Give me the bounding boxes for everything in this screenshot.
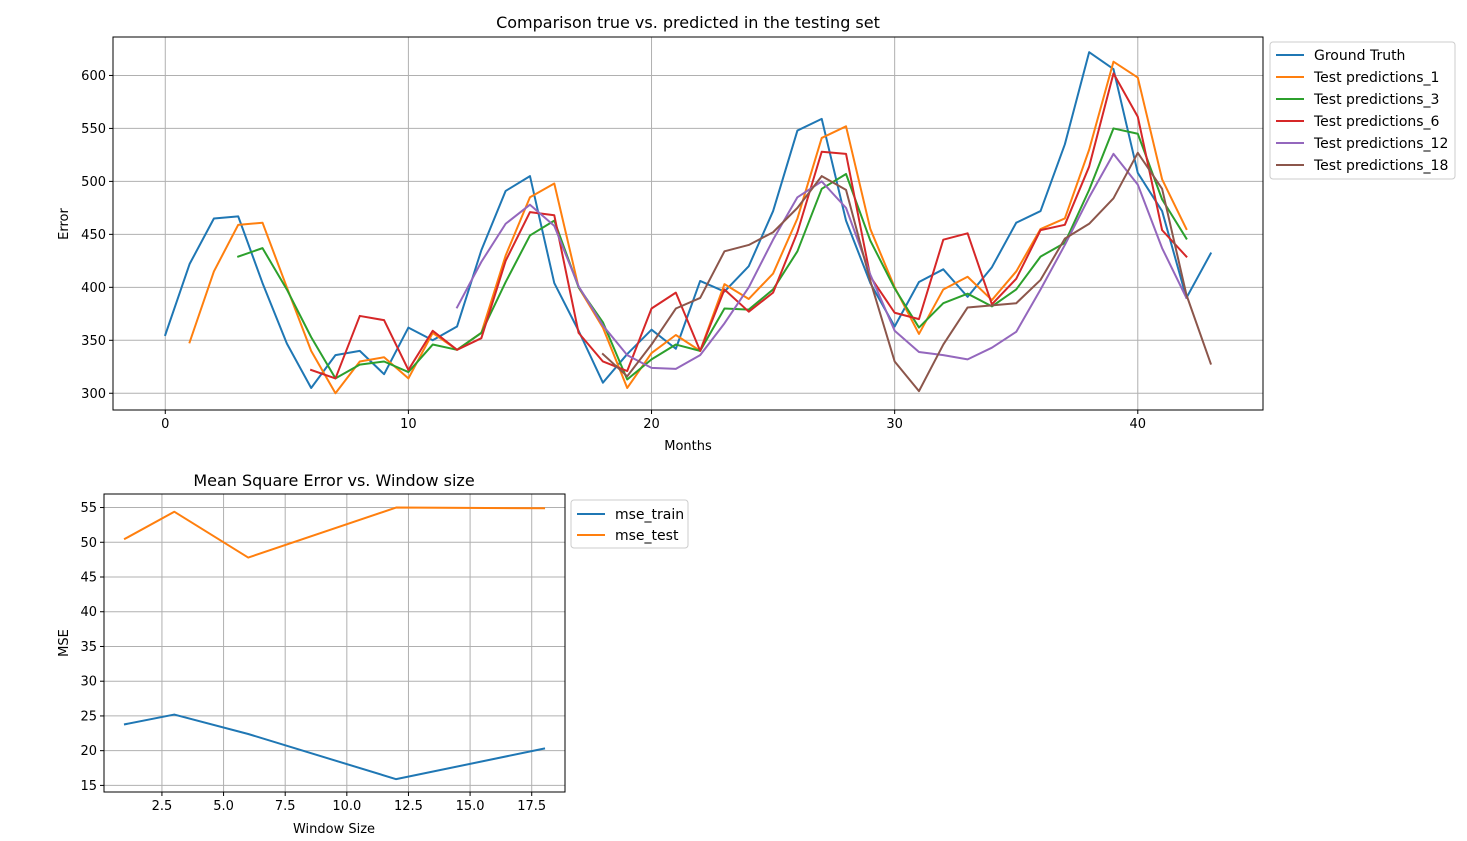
chart-1-series xyxy=(163,51,1213,395)
chart-2-ticks: 2.5 5.0 7.5 10.0 12.5 15.0 17.5 15 20 25 30 35 40 45 5… xyxy=(80,501,546,814)
chart-1-legend-label-2: Test predictions_1 xyxy=(1313,70,1439,86)
chart-2-legend-label-1: mse_train xyxy=(615,507,684,523)
chart-2-title: Mean Square Error vs. Window size xyxy=(193,471,474,490)
chart-2-x-tick-label: 5.0 xyxy=(213,799,234,814)
chart-1-gridlines xyxy=(113,37,1263,410)
chart-2-x-axis-label: Window Size xyxy=(293,822,375,837)
chart-1-y-axis-label: Error xyxy=(57,208,72,240)
chart-1-legend-label-4: Test predictions_6 xyxy=(1313,114,1440,130)
chart-1-x-tick-label: 30 xyxy=(886,417,903,432)
chart-1-x-axis-label: Months xyxy=(664,439,712,454)
chart-1-legend-items: Ground Truth Test predictions_1 Test predi… xyxy=(1276,48,1448,174)
chart-1-title: Comparison true vs. predicted in the tes… xyxy=(496,13,880,32)
chart-1-series-line-5 xyxy=(455,152,1188,370)
chart-1-y-tick-label: 550 xyxy=(81,122,106,137)
chart-2-y-tick-label: 25 xyxy=(80,709,97,724)
chart-2-x-tick-label: 17.5 xyxy=(517,799,546,814)
chart-2-y-tick-label: 55 xyxy=(80,501,97,516)
chart-1-ticks: 0 10 20 30 40 300 350 400 450 500 550 600 xyxy=(81,69,1146,432)
chart-1-series-line-3 xyxy=(236,127,1188,381)
chart-2-x-tick-label: 2.5 xyxy=(152,799,173,814)
chart-1-y-tick-label: 350 xyxy=(81,334,106,349)
chart-1-plot-frame xyxy=(112,36,1264,411)
chart-1-legend-label-5: Test predictions_12 xyxy=(1313,136,1448,152)
chart-1-legend-box xyxy=(1269,41,1456,180)
chart-1-y-tick-label: 500 xyxy=(81,175,106,190)
chart-2-gridlines xyxy=(104,494,565,792)
chart-1-y-tick-label: 450 xyxy=(81,228,106,243)
chart-1-legend-label-1: Ground Truth xyxy=(1314,48,1405,64)
chart-2-plot-frame xyxy=(103,493,566,793)
chart-2-y-tick-label: 35 xyxy=(80,640,97,655)
chart-2-legend-items: mse_train mse_test xyxy=(577,507,684,544)
chart-2-y-tick-label: 15 xyxy=(80,779,97,794)
chart-1-legend: Ground Truth Test predictions_1 Test predi… xyxy=(1269,41,1456,180)
chart-2-series-line-1 xyxy=(123,713,546,781)
chart-2-y-tick-label: 30 xyxy=(80,675,97,690)
chart-1-x-tick-label: 40 xyxy=(1130,417,1147,432)
chart-2-y-tick-label: 45 xyxy=(80,571,97,586)
chart-2-x-tick-label: 15.0 xyxy=(456,799,485,814)
chart-2-y-axis-label: MSE xyxy=(57,629,72,657)
chart-2-x-tick-label: 12.5 xyxy=(394,799,423,814)
chart-1-series-line-4 xyxy=(309,72,1188,380)
chart-2-x-tick-label: 7.5 xyxy=(275,799,296,814)
chart-2: Mean Square Error vs. Window size 2.5 5.0… xyxy=(57,471,689,837)
chart-2-y-tick-label: 50 xyxy=(80,536,97,551)
chart-1-series-line-6 xyxy=(601,151,1213,393)
chart-1-legend-label-6: Test predictions_18 xyxy=(1313,158,1448,174)
chart-1-x-tick-label: 10 xyxy=(400,417,417,432)
chart-1-x-tick-label: 20 xyxy=(643,417,660,432)
chart-1: Comparison true vs. predicted in the tes… xyxy=(57,13,1456,454)
chart-1-y-tick-label: 400 xyxy=(81,281,106,296)
chart-2-series-line-2 xyxy=(123,506,546,559)
chart-2-y-tick-label: 20 xyxy=(80,744,97,759)
chart-1-y-tick-label: 300 xyxy=(81,387,106,402)
chart-2-x-tick-label: 10.0 xyxy=(332,799,361,814)
chart-2-legend: mse_train mse_test xyxy=(570,499,689,549)
chart-2-legend-label-2: mse_test xyxy=(615,528,679,544)
chart-1-legend-label-3: Test predictions_3 xyxy=(1313,92,1439,108)
chart-1-series-line-1 xyxy=(163,51,1213,389)
chart-2-series xyxy=(123,506,546,781)
chart-1-x-tick-label: 0 xyxy=(161,417,169,432)
chart-2-y-tick-label: 40 xyxy=(80,605,97,620)
chart-1-y-tick-label: 600 xyxy=(81,69,106,84)
